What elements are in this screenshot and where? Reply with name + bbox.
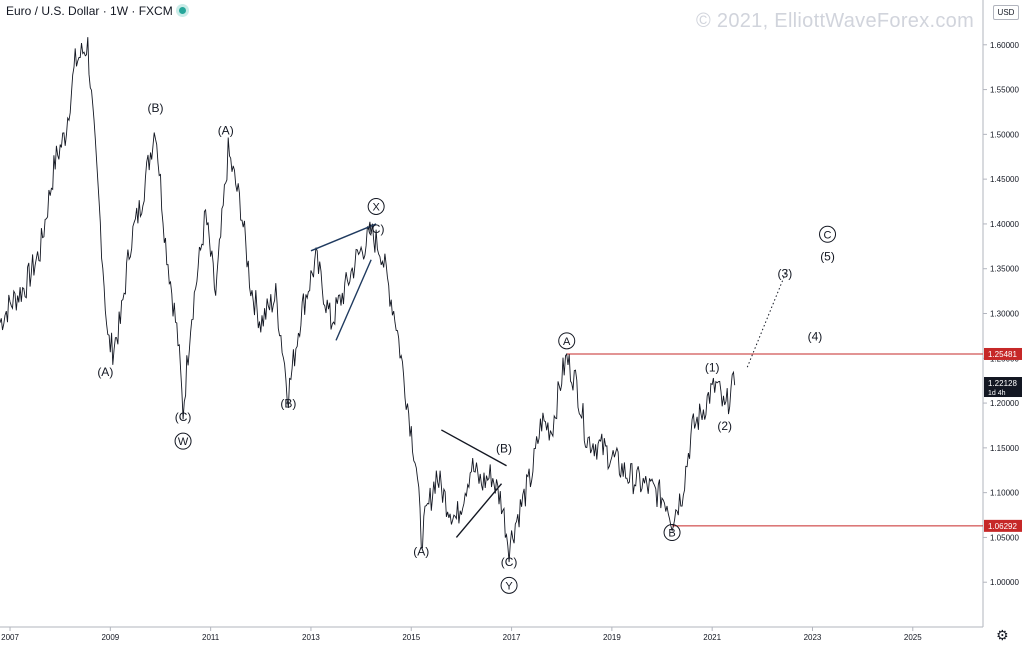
y-tick-label: 1.45000 [990, 175, 1019, 184]
x-tick-label: 2013 [302, 633, 320, 642]
x-tick-label: 2009 [101, 633, 119, 642]
trendline [455, 483, 503, 538]
x-tick-label: 2011 [202, 633, 220, 642]
wave-label: Y [505, 580, 513, 592]
y-tick-label: 1.20000 [990, 399, 1019, 408]
wave-label: (3) [778, 267, 793, 281]
wave-label-circle [500, 576, 518, 594]
x-tick-label: 2025 [904, 633, 922, 642]
wave-label: (A) [97, 365, 113, 379]
price-level-label: 1.25481 [988, 350, 1017, 359]
price-series-line [0, 37, 736, 563]
x-tick-label: 2019 [603, 633, 621, 642]
price-level-label: 1.06292 [988, 522, 1017, 531]
wave-label: A [563, 336, 571, 348]
wave-label: (C) [368, 222, 385, 236]
trendline [335, 259, 372, 341]
wave-label: (4) [808, 329, 823, 343]
wave-label-circle [819, 225, 837, 243]
wave-label: (B) [147, 101, 163, 115]
wave-label: (2) [717, 419, 732, 433]
wave-label: (C) [501, 555, 518, 569]
x-tick-label: 2021 [703, 633, 721, 642]
wave-label-circle [663, 524, 681, 542]
x-tick-label: 2015 [402, 633, 420, 642]
x-tick-label: 2007 [1, 633, 19, 642]
market-status-dot [178, 7, 186, 14]
y-tick-label: 1.50000 [990, 130, 1019, 139]
wave-label: (A) [413, 544, 429, 558]
wave-label: C [824, 229, 832, 241]
x-tick-label: 2017 [503, 633, 521, 642]
y-tick-label: 1.60000 [990, 41, 1019, 50]
y-tick-label: 1.10000 [990, 489, 1019, 498]
price-level-tag [984, 519, 1022, 532]
symbol-title: Euro / U.S. Dollar · 1W · FXCM [6, 4, 186, 18]
x-tick-label: 2023 [804, 633, 822, 642]
wave-label: (B) [496, 441, 512, 455]
watermark: © 2021, ElliottWaveForex.com [696, 10, 975, 32]
symbol-title-text: Euro / U.S. Dollar · 1W · FXCM [6, 4, 173, 18]
trendline [441, 429, 507, 467]
wave-label-circle [174, 432, 192, 450]
y-tick-label: 1.00000 [990, 578, 1019, 587]
price-level-tag [984, 347, 1022, 360]
wave-label-circle [367, 197, 385, 215]
y-tick-label: 1.30000 [990, 310, 1019, 319]
current-price-countdown: 1d 4h [988, 390, 1006, 397]
trendline [310, 223, 377, 252]
gear-icon[interactable]: ⚙ [996, 627, 1009, 643]
wave-label: W [178, 436, 189, 448]
y-tick-label: 1.40000 [990, 220, 1019, 229]
current-price-tag [984, 377, 1022, 398]
wave-label-circle [558, 332, 576, 350]
y-tick-label: 1.35000 [990, 265, 1019, 274]
y-tick-label: 1.15000 [990, 444, 1019, 453]
y-tick-label: 1.55000 [990, 86, 1019, 95]
y-tick-label: 1.05000 [990, 533, 1019, 542]
wave-label: X [372, 201, 380, 213]
wave-label: (A) [218, 123, 234, 137]
wave-label: (1) [705, 361, 720, 375]
projection-line [746, 268, 788, 368]
wave-label: (B) [280, 397, 296, 411]
current-price-label: 1.22128 [988, 379, 1017, 388]
currency-button[interactable]: USD [993, 5, 1019, 20]
wave-label: B [668, 528, 675, 540]
wave-label: (5) [820, 250, 835, 264]
wave-label: (C) [175, 410, 192, 424]
